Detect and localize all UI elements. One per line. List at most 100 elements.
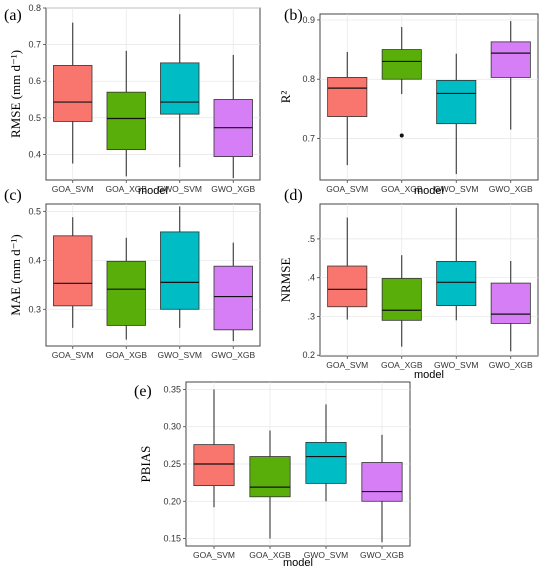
x-tick-label: GWO_SVM (304, 550, 348, 560)
iqr-box (361, 462, 403, 502)
iqr-box (106, 91, 146, 151)
x-tick-label: GOA_XGB (381, 360, 423, 370)
iqr-box (213, 265, 253, 331)
box-gwo-svm (160, 14, 200, 168)
y-tick-label: 0.2 (302, 350, 315, 360)
iqr-box (305, 441, 347, 484)
box-gwo-xgb (490, 261, 531, 352)
x-tick-label: GOA_SVM (52, 184, 94, 194)
box-goa-svm (327, 51, 368, 166)
x-tick-label: GOA_XGB (381, 184, 423, 194)
y-tick-label: 0.3 (28, 304, 41, 314)
iqr-box (327, 265, 368, 308)
iqr-box (436, 80, 477, 125)
iqr-box (327, 77, 368, 117)
x-tick-label: GWO_SVM (434, 184, 478, 194)
panel-label: (c) (4, 187, 22, 204)
y-tick-label: 0.7 (28, 40, 41, 50)
y-tick-label: .4 (307, 273, 315, 283)
iqr-box (249, 456, 291, 498)
x-tick-label: GWO_XGB (489, 360, 533, 370)
y-axis-label: MAE (mm d⁻¹) (8, 234, 23, 316)
y-axis-label: PBIAS (138, 446, 153, 483)
x-tick-label: GWO_XGB (211, 184, 255, 194)
y-tick-label: 0.20 (163, 496, 181, 506)
x-tick-label: GOA_XGB (105, 184, 147, 194)
box-gwo-xgb (213, 54, 253, 179)
panel-b: 0.7 0.8 0.9 GOA_SVM GOA_XGB GWO_SVM GWO_XGB (b)… (278, 7, 539, 197)
y-axis-label: NRMSE (278, 258, 293, 303)
y-tick-label: 0.30 (163, 422, 181, 432)
y-axis-label: R² (278, 91, 293, 104)
x-tick-label: GWO_SVM (158, 184, 202, 194)
box-goa-xgb (106, 50, 146, 177)
y-axis-label: RMSE (mm d⁻¹) (8, 50, 23, 138)
panel-label: (e) (134, 383, 152, 400)
box-goa-xgb (381, 27, 422, 138)
box-gwo-svm (305, 404, 347, 502)
iqr-box (436, 260, 477, 306)
x-tick-label: GWO_SVM (434, 360, 478, 370)
x-tick-label: GWO_XGB (211, 350, 255, 360)
x-tick-label: GOA_SVM (326, 360, 368, 370)
x-tick-label: GOA_SVM (326, 184, 368, 194)
x-tick-label: GOA_SVM (193, 550, 235, 560)
x-tick-label: GOA_SVM (52, 350, 94, 360)
x-axis-label: model (283, 557, 313, 569)
x-axis-label: model (414, 369, 444, 381)
iqr-box (160, 231, 200, 310)
x-tick-label: GWO_SVM (158, 350, 202, 360)
y-tick-label: 0.9 (302, 15, 315, 25)
panel-label: (d) (284, 187, 303, 204)
iqr-box (381, 278, 422, 321)
x-tick-label: GWO_XGB (489, 184, 533, 194)
x-axis-label: model (138, 185, 168, 197)
box-goa-xgb (249, 430, 291, 539)
iqr-box (106, 260, 146, 326)
panel-a: 0.4 0.5 0.6 0.7 0.8 GOA_SVM GOA_XGB GWO_SVM GWO_… (4, 3, 261, 197)
box-gwo-svm (160, 206, 200, 328)
iqr-box (381, 49, 422, 80)
iqr-box (193, 444, 235, 487)
iqr-box (53, 235, 93, 307)
box-gwo-xgb (490, 21, 531, 130)
box-goa-svm (193, 389, 235, 508)
y-tick-label: 0.6 (28, 76, 41, 86)
box-goa-xgb (381, 255, 422, 347)
y-tick-label: .3 (307, 311, 315, 321)
panel-e: 0.15 0.20 0.25 0.30 0.35 GOA_SVM GOA_XGB GWO_SV… (134, 381, 411, 569)
y-tick-label: 0.35 (163, 384, 181, 394)
panel-c: 0.3 0.4 0.5 GOA_SVM GOA_XGB GWO_SVM GWO_XGB (c)… (4, 187, 261, 360)
y-tick-label: 0.7 (302, 134, 315, 144)
y-tick-label: .5 (307, 234, 315, 244)
box-goa-svm (53, 22, 93, 164)
box-goa-svm (53, 217, 93, 328)
panel-label: (b) (284, 7, 303, 24)
y-tick-label: 0.5 (28, 206, 41, 216)
iqr-box (53, 65, 93, 122)
y-tick-label: 0.5 (28, 113, 41, 123)
y-tick-label: 0.15 (163, 534, 181, 544)
y-tick-label: 0.8 (28, 3, 41, 13)
x-tick-label: GOA_XGB (105, 350, 147, 360)
x-tick-label: GWO_XGB (360, 550, 404, 560)
iqr-box (490, 41, 531, 78)
box-gwo-svm (436, 53, 477, 175)
y-tick-label: 0.25 (163, 459, 181, 469)
y-tick-label: 0.4 (28, 149, 41, 159)
box-gwo-svm (436, 207, 477, 321)
x-axis-label: model (414, 185, 444, 197)
x-tick-label: GOA_XGB (249, 550, 291, 560)
box-goa-svm (327, 217, 368, 320)
box-goa-xgb (106, 237, 146, 340)
panel-d: 0.2 .3 .4 .5 GOA_SVM GOA_XGB GWO_SVM GWO_XGB (d)… (278, 187, 539, 381)
outlier-point (399, 133, 404, 138)
iqr-box (160, 62, 200, 115)
y-tick-label: 0.4 (28, 255, 41, 265)
box-gwo-xgb (361, 434, 403, 543)
panel-label: (a) (4, 7, 22, 24)
box-gwo-xgb (213, 242, 253, 342)
iqr-box (490, 282, 531, 324)
y-tick-label: 0.8 (302, 74, 315, 84)
